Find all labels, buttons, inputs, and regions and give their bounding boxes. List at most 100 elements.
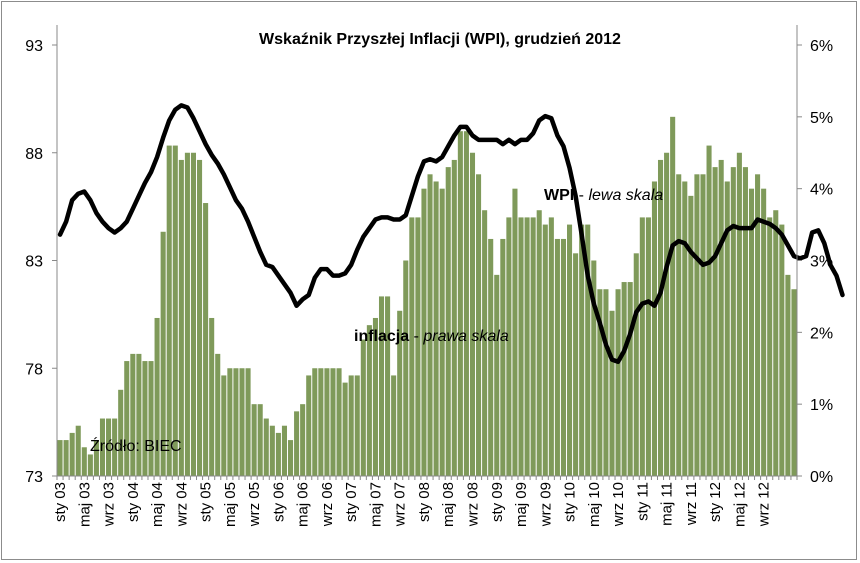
x-tick-label: maj 05 [222,482,239,527]
inflation-bar [736,152,742,476]
inflation-bar [554,238,560,476]
inflation-bar [106,418,112,476]
axis-labels: 73 78 83 88 93 0% 1% 2% 3% 4% 5% 6% sty 03 maj 03 wrz … [25,38,833,527]
x-tick-label: wrz 07 [392,482,409,527]
inflation-bar [257,404,263,476]
x-tick-label: maj 04 [149,482,166,527]
right-tick-label: 4% [810,182,833,199]
inflation-bar [767,217,773,476]
wpi-annotation-bold: WPI [544,187,574,204]
inflation-bar [215,353,221,476]
inflation-bar [506,217,512,476]
inflation-bar [221,375,227,476]
inflation-bar [336,368,342,476]
inflation-bar [482,210,488,476]
x-tick-label: sty 05 [198,482,215,522]
x-tick-label: maj 11 [659,482,676,526]
right-tick-label: 5% [810,110,833,127]
inflation-bar [779,224,785,476]
inflation-bar [184,152,190,476]
inflation-bar [579,224,585,476]
inflation-bar [287,440,294,476]
inflation-bars [57,116,797,477]
inflation-bar [439,188,445,477]
inflation-bar [761,188,767,477]
inflation-bar [385,296,391,476]
inflation-bar [585,224,591,476]
x-tick-label: maj 07 [367,482,384,527]
inflation-bar [536,210,542,476]
wpi-annotation-sep: - [574,187,588,204]
source-note: Źródło: BIEC [90,436,182,455]
inflation-bar [573,253,579,476]
inflation-bar [645,217,651,476]
inflation-bar [239,368,245,476]
inflation-bar [269,425,275,476]
inflation-bar [742,167,748,476]
inflation-bar [415,217,421,476]
inflation-bar [676,174,682,477]
inflation-bar [69,432,75,476]
inflation-bar [93,440,99,476]
wpi-line-group [57,103,845,365]
inflation-bar [245,368,251,476]
inflation-bar [57,440,63,476]
inflation-bar [755,174,761,477]
inflation-bar [348,375,354,476]
left-tick-label: 88 [25,146,43,163]
x-tick-label: maj 10 [586,482,603,527]
x-tick-label: sty 10 [562,482,579,522]
inflation-bar [688,195,694,476]
axes [52,25,802,480]
inflation-bar [209,317,215,476]
x-tick-label: sty 07 [343,482,360,522]
inflation-bar [773,210,779,476]
inflation-bar [488,238,494,476]
inflation-bar [591,260,597,476]
inflation-bar [378,296,385,476]
wpi-annotation-italic: lewa skala [588,187,663,204]
inflation-bar [87,454,93,476]
wpi-annotation: WPI - lewa skala [544,187,663,204]
x-tick-label: sty 09 [489,482,506,522]
inflation-bar [403,260,409,476]
x-tick-label: sty 12 [707,482,724,522]
inflation-bar [706,145,712,476]
right-tick-label: 1% [810,397,833,414]
inflation-bar [718,159,724,476]
inflation-bar [178,159,184,476]
x-tick-label: maj 12 [731,482,748,527]
inflation-bar [560,238,567,476]
inflation-bar [75,425,81,476]
inflation-bar [360,339,366,476]
inflation-bar [512,188,518,477]
inflation-bar [63,440,69,476]
left-tick-label: 93 [25,38,43,55]
inflation-bar [670,116,676,476]
inflation-bar [463,131,469,476]
inflation-bar [451,159,457,476]
inflation-bar [197,159,203,476]
inflation-bar [469,152,476,476]
inflation-bar [312,368,318,476]
inflation-bar [99,418,106,476]
inflation-bar [724,181,730,477]
inflation-bar [530,217,536,476]
right-tick-label: 0% [810,469,833,486]
x-tick-label: wrz 03 [101,482,118,527]
inflation-bar [730,167,736,476]
right-tick-label: 6% [810,38,833,55]
left-tick-label: 78 [25,361,43,378]
inflation-bar [445,167,451,476]
inflation-annotation-bold: inflacja [354,328,409,345]
inflation-bar [700,174,706,477]
inflation-bar [294,411,300,476]
wpi-line [57,103,845,365]
x-tick-label: sty 03 [52,482,69,522]
inflation-bar [166,145,172,476]
inflation-bar [130,353,136,476]
inflation-bar [657,159,664,476]
x-tick-label: maj 03 [76,482,93,527]
inflation-bar [518,217,524,476]
